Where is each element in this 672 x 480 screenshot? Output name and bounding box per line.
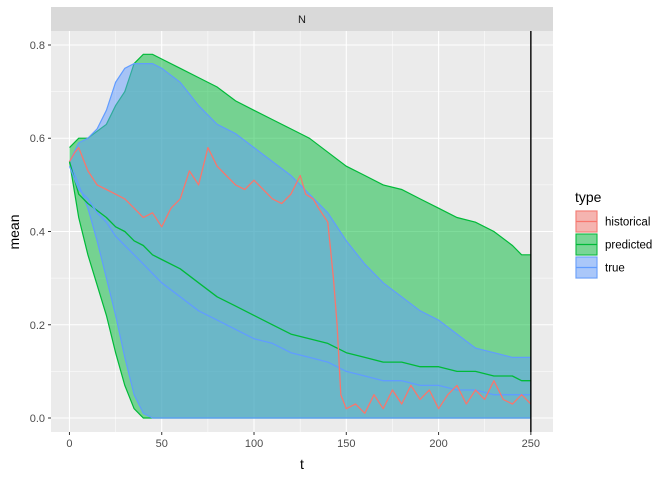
y-tick-label: 0.4 (30, 227, 45, 239)
x-tick-label: 0 (66, 438, 72, 450)
x-tick-label: 200 (429, 438, 447, 450)
x-tick-label: 50 (156, 438, 168, 450)
y-axis-title: mean (6, 214, 22, 249)
y-tick-label: 0.2 (30, 320, 45, 332)
ribbon-lower-true (68, 161, 531, 419)
ribbons (68, 53, 531, 419)
y-axis: 0.0 0.2 0.4 0.6 0.8 (30, 40, 51, 425)
legend-label-historical: historical (605, 217, 650, 229)
x-axis: 0 50 100 150 200 250 (66, 432, 540, 450)
legend: type historical predicted true (575, 189, 652, 279)
ribbon-true (69, 63, 531, 418)
lines (68, 146, 532, 414)
y-tick-label: 0.6 (30, 133, 45, 145)
x-tick-label: 150 (337, 438, 355, 450)
legend-label-true: true (605, 263, 625, 275)
legend-label-predicted: predicted (605, 240, 652, 252)
x-tick-label: 100 (245, 438, 263, 450)
facet-label: N (298, 14, 306, 26)
ribbon-upper-true (68, 62, 531, 358)
y-tick-label: 0.8 (30, 40, 45, 52)
x-axis-title: t (300, 456, 304, 472)
line-predicted (68, 161, 531, 382)
y-tick-label: 0.0 (30, 413, 45, 425)
line-true (68, 165, 531, 396)
legend-title: type (575, 189, 602, 205)
x-tick-label: 250 (522, 438, 540, 450)
line-historical (68, 146, 532, 414)
strip-background (51, 7, 553, 31)
